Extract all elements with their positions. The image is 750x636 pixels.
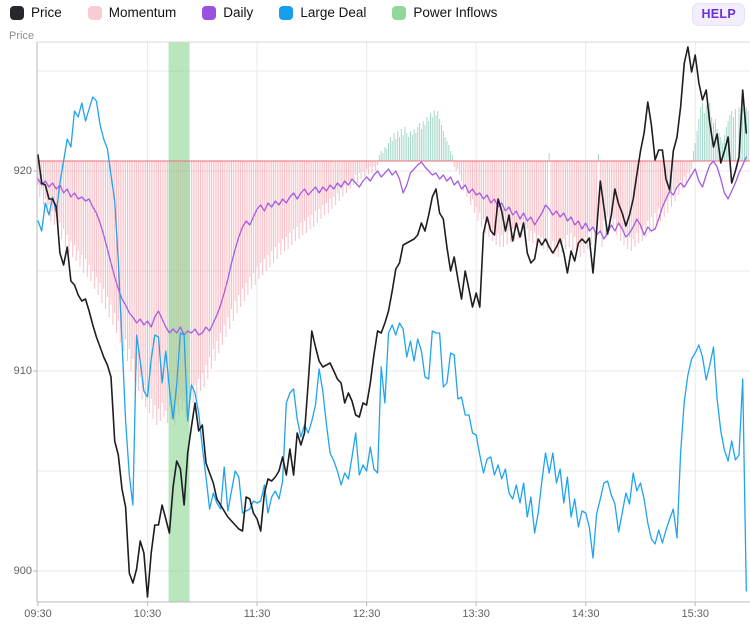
legend: Price Momentum Daily Large Deal Power In… bbox=[10, 4, 497, 22]
momentum-positive-bars bbox=[378, 103, 749, 161]
x-tick-0930: 09:30 bbox=[24, 608, 52, 620]
axis-frame bbox=[33, 41, 750, 606]
x-tick-1330: 13:30 bbox=[462, 608, 490, 620]
momentum-negative-bars bbox=[37, 161, 738, 425]
legend-label-large-deal: Large Deal bbox=[300, 5, 367, 20]
legend-label-momentum: Momentum bbox=[108, 5, 177, 20]
legend-item-daily[interactable]: Daily bbox=[202, 4, 253, 22]
y-tick-900: 900 bbox=[13, 565, 32, 577]
daily-line bbox=[37, 156, 747, 336]
daily-swatch-icon bbox=[202, 6, 217, 20]
power-inflows-swatch-icon bbox=[392, 6, 407, 20]
large-deal-line bbox=[37, 96, 747, 592]
legend-label-power-inflows: Power Inflows bbox=[413, 5, 498, 20]
gridlines bbox=[37, 42, 750, 602]
x-tick-1530: 15:30 bbox=[681, 608, 709, 620]
x-tick-1430: 14:30 bbox=[571, 608, 600, 620]
legend-item-price[interactable]: Price bbox=[10, 4, 62, 22]
x-tick-1230: 12:30 bbox=[352, 608, 381, 620]
large-deal-swatch-icon bbox=[279, 6, 294, 20]
help-button[interactable]: HELP bbox=[692, 3, 745, 26]
legend-label-price: Price bbox=[31, 5, 62, 20]
power-inflows-band bbox=[168, 42, 190, 602]
y-tick-910: 910 bbox=[13, 365, 32, 377]
legend-label-daily: Daily bbox=[223, 5, 254, 20]
x-tick-1030: 10:30 bbox=[133, 608, 162, 620]
price-line bbox=[37, 46, 748, 598]
legend-item-momentum[interactable]: Momentum bbox=[87, 4, 177, 22]
momentum-swatch-icon bbox=[87, 6, 102, 20]
legend-item-power-inflows[interactable]: Power Inflows bbox=[392, 4, 497, 22]
y-tick-920: 920 bbox=[13, 165, 32, 177]
x-tick-1130: 11:30 bbox=[243, 608, 271, 620]
legend-item-large-deal[interactable]: Large Deal bbox=[279, 4, 366, 22]
momentum-bars bbox=[37, 103, 749, 425]
y-axis-title: Price bbox=[9, 30, 35, 42]
price-swatch-icon bbox=[10, 6, 24, 20]
